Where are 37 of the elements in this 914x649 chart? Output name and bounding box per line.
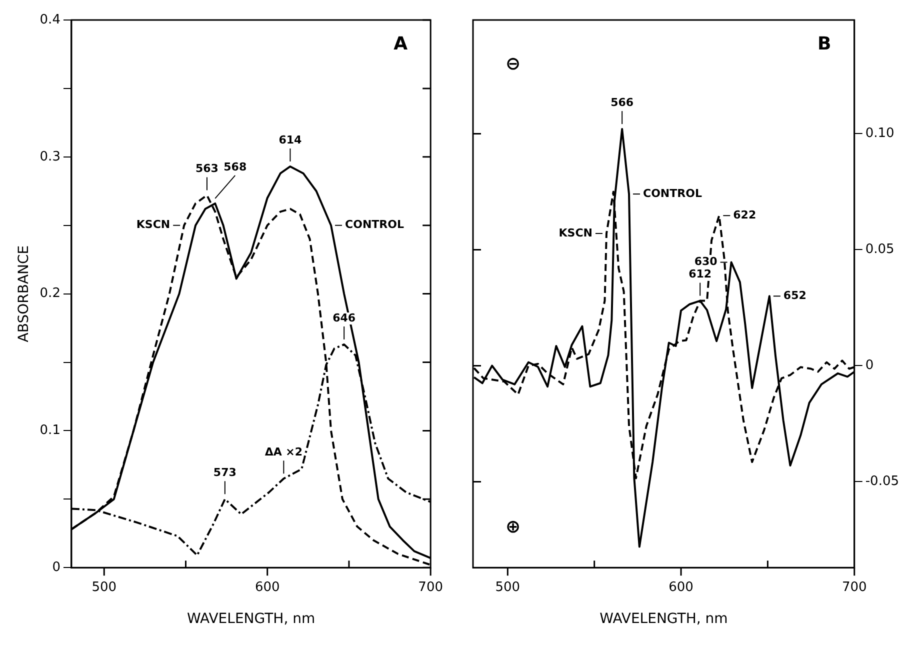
annotation: 566 (610, 96, 634, 109)
annotation: 573 (213, 466, 236, 480)
y-tick-label: 0 (865, 358, 874, 374)
annotation: A (394, 34, 408, 55)
y-tick-label: 0.1 (40, 423, 60, 438)
annotation: 568 (224, 160, 247, 174)
annotation: 614 (278, 133, 302, 146)
x-tick-label: 700 (418, 580, 444, 595)
y-axis-title: ABSORBANCE (16, 245, 32, 342)
annotation: CONTROL (643, 186, 702, 200)
annotation: CONTROL (345, 218, 404, 232)
x-axis-title: WAVELENGTH, nm (600, 611, 728, 628)
annotation: 652 (783, 288, 806, 302)
annotation: 563 (195, 162, 218, 176)
x-tick-label: 600 (668, 580, 694, 595)
annotation: ⊕ (505, 516, 521, 538)
x-tick-label: 500 (92, 580, 117, 595)
x-axis-title: WAVELENGTH, nm (186, 611, 316, 628)
x-tick-label: 700 (842, 580, 867, 595)
annotation: 612 (688, 268, 712, 281)
annotation: 630 (694, 255, 718, 268)
annotation: ΔA ×2 (264, 445, 303, 458)
annotation: ⊖ (505, 54, 521, 75)
x-tick-label: 600 (254, 580, 280, 595)
y-tick-label: -0.05 (865, 474, 900, 490)
annotation: B (817, 34, 832, 55)
annotation: KSCN (558, 226, 592, 240)
annotation: KSCN (136, 218, 170, 232)
y-tick-label: 0 (52, 560, 60, 575)
annotation: 646 (332, 311, 356, 324)
y-tick-label: 0.05 (865, 242, 894, 258)
y-tick-label: 0.3 (40, 149, 60, 164)
x-tick-label: 500 (495, 580, 520, 595)
y-tick-label: 0.2 (40, 286, 60, 302)
y-tick-label: 0.4 (40, 12, 60, 28)
y-tick-label: 0.10 (865, 126, 894, 142)
annotation: 622 (733, 208, 756, 222)
